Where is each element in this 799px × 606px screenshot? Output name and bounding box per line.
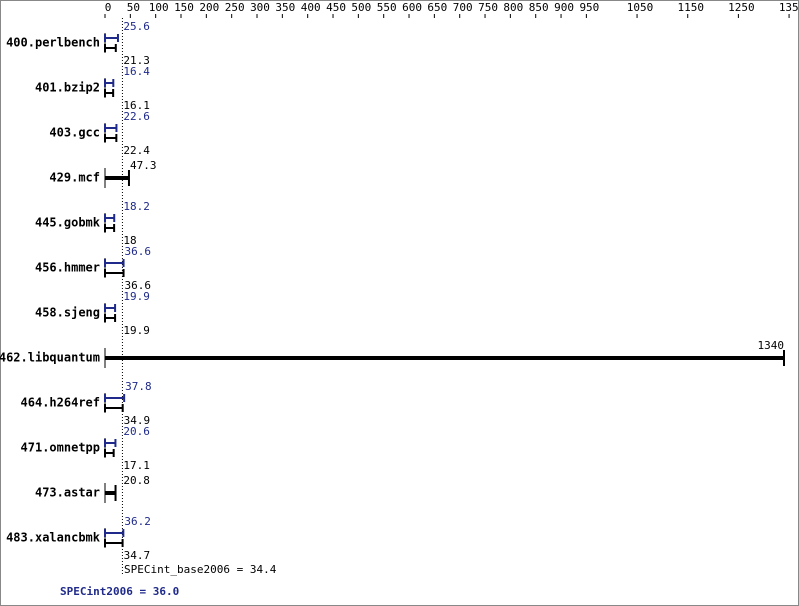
value-label: 21.3 (123, 54, 150, 67)
value-label: 20.8 (123, 474, 150, 487)
x-tick-label: 1050 (627, 1, 654, 14)
x-tick-label: 550 (377, 1, 397, 14)
x-tick-label: 750 (478, 1, 498, 14)
bar (104, 44, 117, 52)
category-label: 456.hmmer (35, 261, 100, 275)
category-label: 464.h264ref (21, 396, 100, 410)
category-label: 462.libquantum (0, 351, 100, 365)
x-tick-label: 1350 (779, 1, 799, 14)
x-tick-label: 150 (174, 1, 194, 14)
bar (104, 439, 117, 447)
base-mean-label: SPECint_base2006 = 34.4 (124, 563, 277, 576)
value-label: 16.4 (123, 65, 150, 78)
x-tick-label: 650 (427, 1, 447, 14)
bar (104, 134, 118, 142)
bar (104, 529, 125, 537)
x-tick-label: 800 (503, 1, 523, 14)
value-label: 19.9 (123, 324, 150, 337)
category-label: 400.perlbench (6, 36, 100, 50)
x-tick-label: 100 (149, 1, 169, 14)
value-label: 47.3 (130, 159, 157, 172)
value-label: 17.1 (123, 459, 150, 472)
bar (104, 259, 125, 267)
x-tick-label: 500 (351, 1, 371, 14)
category-label: 429.mcf (49, 171, 100, 185)
bar (105, 350, 785, 366)
x-tick-label: 600 (402, 1, 422, 14)
value-label: 18 (123, 234, 136, 247)
category-label: 458.sjeng (35, 306, 100, 320)
value-label: 16.1 (123, 99, 150, 112)
x-tick-label: 400 (301, 1, 321, 14)
value-label: 36.6 (125, 245, 152, 258)
bar (104, 304, 117, 312)
bar (104, 224, 116, 232)
category-label: 403.gcc (49, 126, 100, 140)
value-label: 20.6 (123, 425, 150, 438)
bar (105, 485, 117, 501)
bar (104, 269, 125, 277)
bar (105, 170, 130, 186)
x-tick-label: 850 (529, 1, 549, 14)
x-tick-label: 50 (127, 1, 140, 14)
bar (104, 539, 124, 547)
x-tick-label: 450 (326, 1, 346, 14)
value-label: 22.6 (123, 110, 150, 123)
category-label: 445.gobmk (35, 216, 101, 230)
x-tick-label: 300 (250, 1, 270, 14)
value-label: 34.7 (124, 549, 151, 562)
peak-mean-label: SPECint2006 = 36.0 (60, 585, 179, 598)
x-tick-label: 1150 (677, 1, 704, 14)
x-tick-label: 700 (453, 1, 473, 14)
value-label: 36.6 (125, 279, 152, 292)
value-label: 25.6 (123, 20, 150, 33)
x-tick-label: 950 (579, 1, 599, 14)
bar (104, 214, 116, 222)
x-tick-label: 200 (199, 1, 219, 14)
value-label: 19.9 (123, 290, 150, 303)
value-label: 18.2 (123, 200, 150, 213)
value-label: 22.4 (123, 144, 150, 157)
bar (104, 404, 124, 412)
value-label: 1340 (758, 339, 785, 352)
category-label: 471.omnetpp (21, 441, 100, 455)
category-label: 401.bzip2 (35, 81, 100, 95)
x-tick-label: 900 (554, 1, 574, 14)
x-tick-label: 250 (225, 1, 245, 14)
bar (104, 449, 115, 457)
bar (104, 89, 115, 97)
x-tick-label: 0 (105, 1, 112, 14)
value-label: 34.9 (124, 414, 151, 427)
value-label: 36.2 (124, 515, 151, 528)
bar (104, 314, 117, 322)
bar (104, 394, 126, 402)
category-label: 473.astar (35, 486, 100, 500)
x-tick-label: 350 (275, 1, 295, 14)
x-tick-label: 1250 (728, 1, 755, 14)
category-label: 483.xalancbmk (6, 531, 101, 545)
value-label: 37.8 (125, 380, 151, 393)
bar (104, 34, 119, 42)
bar (104, 124, 118, 132)
bar (104, 79, 115, 87)
